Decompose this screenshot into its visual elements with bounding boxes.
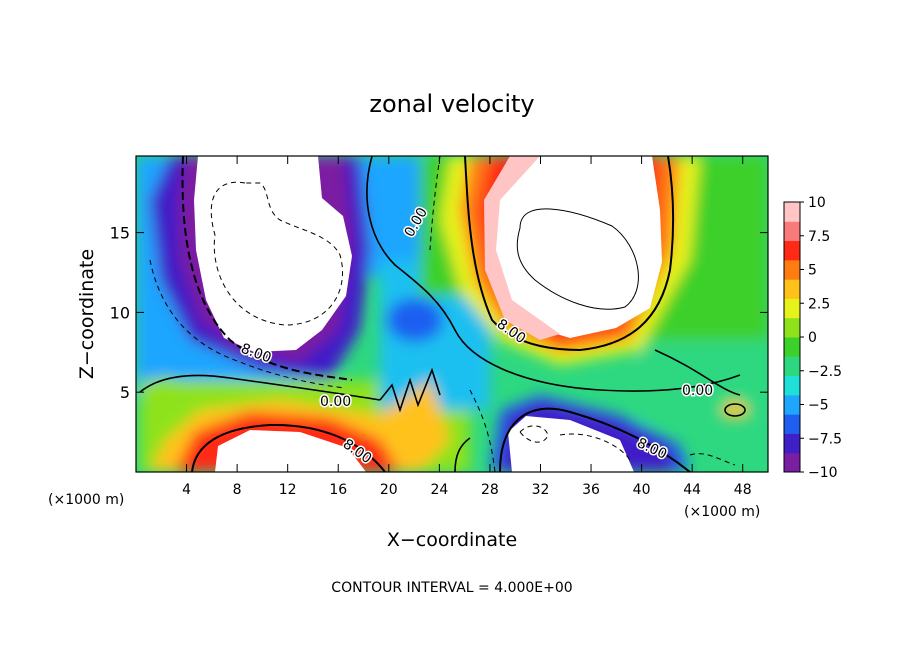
x-unit-left: (×1000 m) (48, 492, 124, 508)
x-tick-label: 44 (683, 482, 701, 498)
colorbar-tick-label: 2.5 (808, 296, 830, 312)
colorbar-swatch (784, 394, 800, 415)
colorbar-swatch (784, 375, 800, 396)
colorbar-swatch (784, 414, 800, 434)
colorbar-swatch (784, 317, 800, 338)
y-tick-label: 10 (110, 303, 130, 322)
colorbar-tick-label: −5 (808, 398, 829, 414)
x-tick-label: 40 (633, 482, 651, 498)
colorbar-swatch (784, 356, 800, 377)
x-axis-label: X−coordinate (387, 529, 517, 551)
colorbar-swatch (784, 202, 800, 222)
colorbar-swatch (784, 337, 800, 357)
x-tick-label: 48 (734, 482, 752, 498)
colorbar-swatch (784, 298, 800, 319)
x-tick-label: 28 (481, 482, 499, 498)
colorbar-swatch (784, 279, 800, 299)
colorbar-swatch (784, 433, 800, 454)
y-tick-label: 5 (120, 383, 130, 402)
y-tick-label: 15 (110, 224, 130, 243)
y-axis: 5 10 15 (110, 224, 768, 402)
x-tick-label: 8 (233, 482, 242, 498)
plot-frame (135, 155, 769, 473)
colorbar-swatch (784, 259, 800, 280)
contour-label: 0.00 (320, 394, 351, 410)
colorbar-swatch (784, 221, 800, 242)
heatmap-field (136, 156, 768, 472)
y-axis-label: Z−coordinate (76, 249, 98, 379)
colorbar-tick-label: −10 (808, 465, 838, 481)
chart-title: zonal velocity (369, 90, 534, 118)
colorbar-tick-label: 0 (808, 330, 817, 346)
contour-lines (139, 156, 746, 472)
x-unit-right: (×1000 m) (684, 504, 760, 520)
x-axis: 4 8 12 16 20 24 28 32 36 40 44 48 (182, 156, 752, 498)
contour-label: 0.00 (682, 383, 713, 399)
colorbar-tick-label: 7.5 (808, 229, 830, 245)
x-tick-label: 12 (279, 482, 297, 498)
x-tick-label: 4 (182, 482, 191, 498)
colorbar-swatch (784, 452, 800, 473)
x-tick-label: 36 (582, 482, 600, 498)
colorbar-tick-label: −2.5 (808, 364, 842, 380)
colorbar-tick-label: 10 (808, 195, 826, 211)
x-tick-label: 24 (430, 482, 448, 498)
x-tick-label: 20 (380, 482, 398, 498)
colorbar-tick-label: 5 (808, 263, 817, 279)
x-tick-label: 32 (532, 482, 550, 498)
colorbar-tick-label: −7.5 (808, 431, 842, 447)
contour-interval-note: CONTOUR INTERVAL = 4.000E+00 (331, 580, 572, 596)
colorbar: 10 7.5 5 2.5 0 −2.5 −5 −7.5 −10 (783, 195, 842, 481)
x-tick-label: 16 (329, 482, 347, 498)
colorbar-swatch (784, 240, 800, 261)
